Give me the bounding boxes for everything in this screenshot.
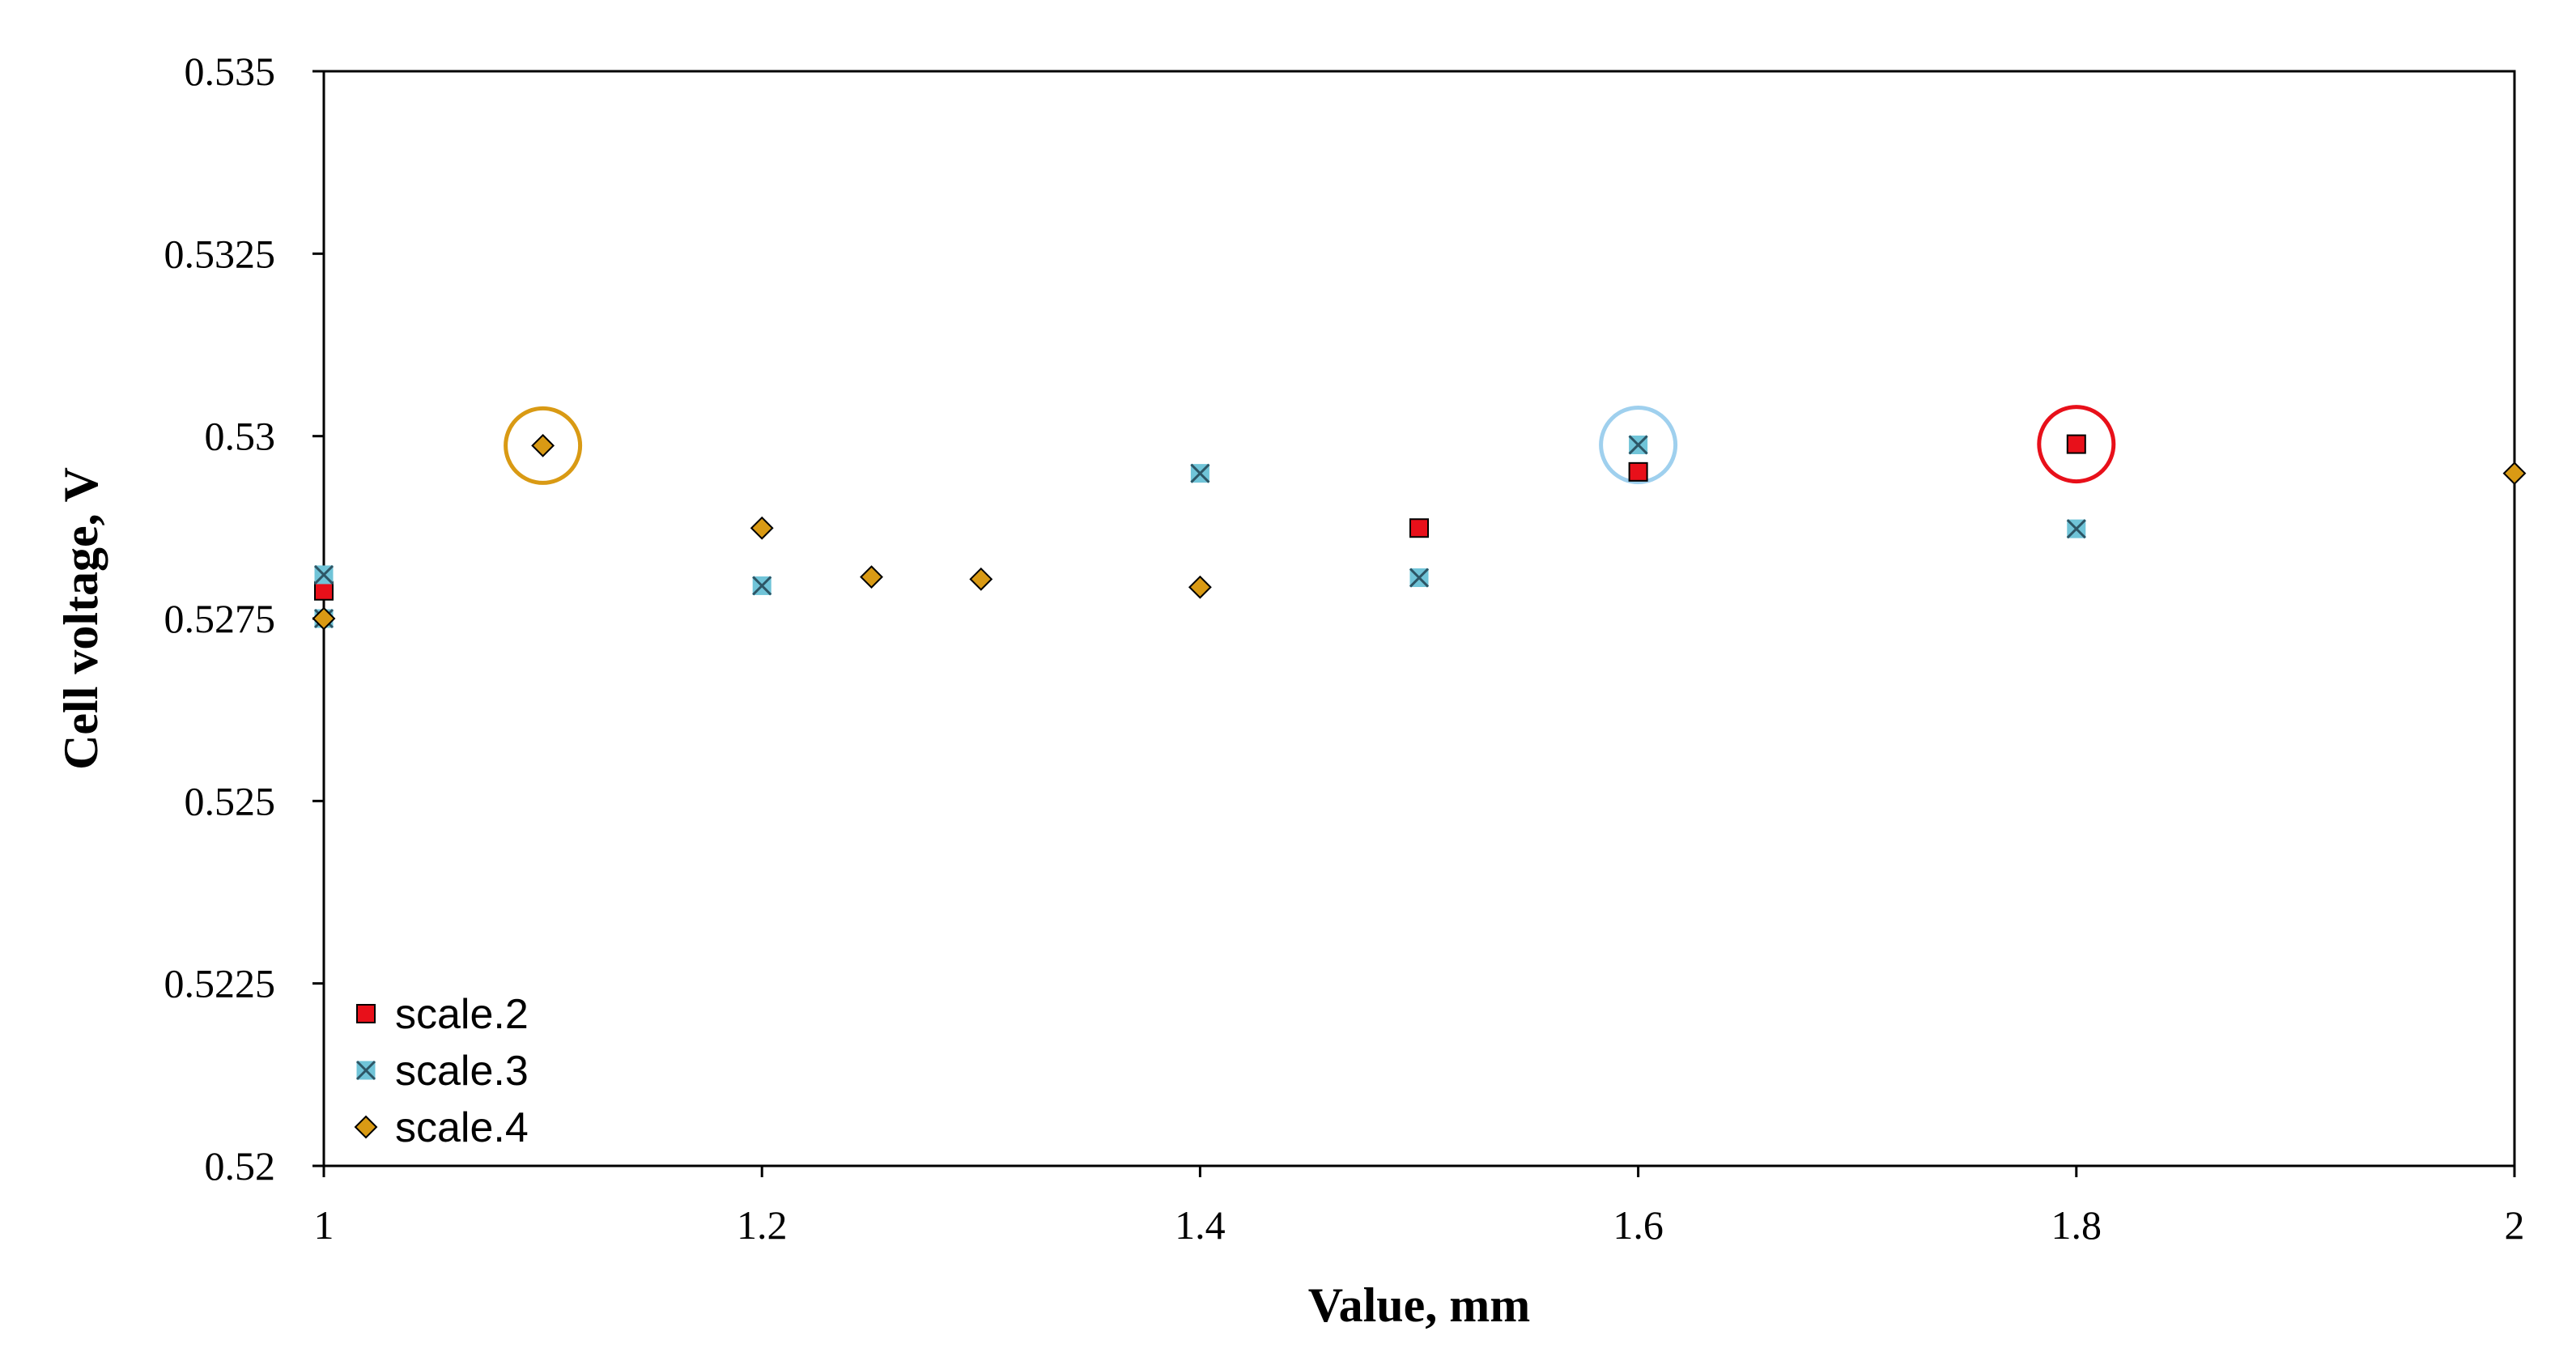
- data-point-scale-3: [752, 576, 772, 596]
- legend-label: scale.4: [395, 1104, 529, 1151]
- y-tick-label: 0.52: [205, 1143, 276, 1189]
- x-tick-label: 1.8: [2051, 1202, 2102, 1248]
- legend-marker: [356, 1004, 376, 1023]
- x-tick-label: 1.6: [1613, 1202, 1664, 1248]
- x-tick-label: 1: [314, 1202, 334, 1248]
- data-point-scale-4: [860, 565, 883, 589]
- data-point-scale-2: [2066, 434, 2086, 454]
- x-tick-label: 2: [2505, 1202, 2525, 1248]
- legend-marker: [355, 1060, 376, 1081]
- highlight-circle: [504, 406, 583, 485]
- data-point-scale-4: [1188, 575, 1212, 599]
- data-point-scale-2: [1409, 518, 1429, 538]
- legend-item: scale.2: [356, 991, 529, 1038]
- legend-item: scale.4: [354, 1104, 529, 1151]
- data-point-scale-4: [531, 433, 555, 457]
- data-point-scale-3: [313, 564, 334, 585]
- y-axis-title: Cell voltage, V: [54, 467, 108, 770]
- data-point-scale-2: [314, 581, 334, 601]
- plot-frame: [322, 70, 2516, 1167]
- x-axis-ticks: 1 1.2 1.4 1.6 1.8 2: [314, 1166, 2525, 1248]
- legend-label: scale.2: [395, 991, 529, 1038]
- highlight-circles: [504, 405, 2116, 485]
- data-point-scale-3: [1190, 463, 1210, 483]
- data-point-scale-4: [969, 567, 993, 591]
- data-point-scale-4: [2502, 461, 2527, 486]
- data-point-scale-4: [312, 606, 336, 631]
- y-tick-label: 0.535: [185, 49, 276, 94]
- x-axis-title: Value, mm: [1308, 1278, 1530, 1332]
- data-points: [312, 433, 2527, 631]
- data-point-scale-3: [1628, 435, 1648, 455]
- y-axis-ticks: 0.535 0.5325 0.53 0.5275 0.525 0.5225 0.52: [164, 49, 324, 1189]
- y-tick-label: 0.5325: [164, 231, 276, 276]
- legend: scale.2 scale.3 scale.4: [354, 991, 529, 1151]
- data-point-scale-3: [2066, 519, 2086, 539]
- legend-label: scale.3: [395, 1048, 529, 1095]
- legend-marker: [354, 1115, 378, 1139]
- y-tick-label: 0.5275: [164, 596, 276, 641]
- y-tick-label: 0.53: [205, 414, 276, 459]
- data-point-scale-2: [1628, 461, 1648, 482]
- y-tick-label: 0.525: [185, 778, 276, 823]
- highlight-circle: [2037, 405, 2116, 484]
- data-point-scale-4: [750, 516, 774, 540]
- data-point-scale-3: [1409, 568, 1430, 588]
- highlight-circle: [1599, 405, 1678, 484]
- y-tick-label: 0.5225: [164, 961, 276, 1006]
- x-tick-label: 1.2: [737, 1202, 788, 1248]
- legend-item: scale.3: [355, 1048, 529, 1095]
- x-tick-label: 1.4: [1175, 1202, 1226, 1248]
